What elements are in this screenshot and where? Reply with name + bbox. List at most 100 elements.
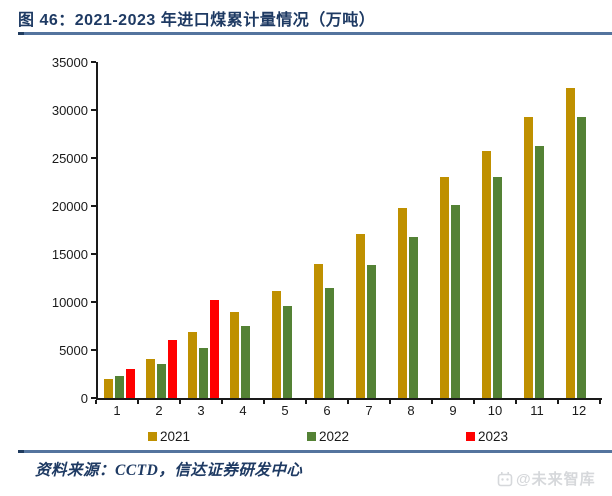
bar-group-month-9 <box>434 62 476 398</box>
bar-2021-month-9 <box>439 176 449 398</box>
chart-legend: 2021 2022 2023 <box>148 429 508 444</box>
x-axis-label-8: 8 <box>407 403 415 418</box>
x-axis-label-6: 6 <box>323 403 331 418</box>
x-axis-tick <box>473 400 475 404</box>
x-axis-label-7: 7 <box>365 403 373 418</box>
bar-2022-month-9 <box>450 205 460 398</box>
x-axis-tick <box>137 400 139 404</box>
y-axis-label-5000: 5000 <box>59 342 88 358</box>
y-axis-label-30000: 30000 <box>51 102 88 118</box>
x-axis-tick <box>557 400 559 404</box>
y-axis-tick <box>91 397 96 399</box>
x-axis-label-11: 11 <box>530 403 544 418</box>
x-axis-tick <box>515 400 517 404</box>
bar-2022-month-7 <box>366 265 376 398</box>
y-axis-label-0: 0 <box>80 390 88 406</box>
x-axis-label-12: 12 <box>571 403 587 418</box>
x-axis-tick <box>347 400 349 404</box>
footer-divider <box>18 450 612 453</box>
bar-2023-month-2 <box>167 339 177 398</box>
bar-2021-month-4 <box>229 311 239 398</box>
bar-group-month-6 <box>308 62 350 398</box>
bar-2021-month-11 <box>523 117 533 398</box>
y-axis-tick <box>91 349 96 351</box>
y-axis-label-10000: 10000 <box>51 294 88 310</box>
figure-title: 图 46：2021-2023 年进口煤累计量情况（万吨） <box>18 12 376 29</box>
bar-group-month-3 <box>182 62 224 398</box>
bar-2023-month-3 <box>209 300 219 398</box>
x-axis-label-4: 4 <box>239 403 247 418</box>
legend-swatch-2021 <box>148 432 157 441</box>
y-axis-tick <box>91 253 96 255</box>
x-axis-tick <box>431 400 433 404</box>
legend-item-2022: 2022 <box>306 429 350 444</box>
footer-divider-tip <box>18 450 24 453</box>
x-axis-label-2: 2 <box>155 403 163 418</box>
bar-group-month-1 <box>98 62 140 398</box>
bar-group-month-12 <box>560 62 602 398</box>
x-axis-tick <box>599 400 601 404</box>
x-axis-label-3: 3 <box>197 403 205 418</box>
y-axis-label-20000: 20000 <box>51 198 88 214</box>
x-axis-tick <box>305 400 307 404</box>
bar-group-month-10 <box>476 62 518 398</box>
y-axis-tick <box>91 61 96 63</box>
bar-2023-month-1 <box>125 369 135 398</box>
bar-2022-month-8 <box>408 236 418 398</box>
bar-2022-month-6 <box>324 287 334 398</box>
title-divider <box>18 32 612 35</box>
bar-2021-month-1 <box>103 378 113 398</box>
x-axis-tick <box>263 400 265 404</box>
x-axis-label-1: 1 <box>113 403 121 418</box>
legend-item-2021: 2021 <box>148 429 190 444</box>
bar-2021-month-3 <box>187 332 197 398</box>
source-text: 资料来源：CCTD，信达证券研发中心 <box>35 462 303 479</box>
bar-2021-month-7 <box>355 234 365 398</box>
legend-label-2021: 2021 <box>160 429 191 444</box>
bar-group-month-7 <box>350 62 392 398</box>
bar-2022-month-10 <box>492 177 502 398</box>
legend-label-2023: 2023 <box>477 429 508 444</box>
y-axis-tick <box>91 109 96 111</box>
bar-2021-month-2 <box>145 358 155 398</box>
legend-swatch-2023 <box>465 432 475 441</box>
y-axis-label-35000: 35000 <box>51 54 88 70</box>
watermark: @未来智库 <box>497 468 596 489</box>
y-axis-tick <box>91 157 96 159</box>
watermark-text: @未来智库 <box>516 471 596 488</box>
legend-swatch-2022 <box>306 432 316 441</box>
bar-2021-month-10 <box>481 151 491 398</box>
y-axis-label-25000: 25000 <box>51 150 88 166</box>
bar-2021-month-8 <box>397 208 407 398</box>
y-axis-tick <box>91 301 96 303</box>
y-axis-label-15000: 15000 <box>51 246 88 262</box>
x-axis-label-10: 10 <box>487 403 503 418</box>
bar-2022-month-5 <box>282 305 292 398</box>
bar-2021-month-6 <box>313 264 323 398</box>
bar-2022-month-1 <box>114 375 124 398</box>
bar-2021-month-5 <box>271 291 281 398</box>
bar-2022-month-12 <box>576 116 586 398</box>
bar-2022-month-2 <box>156 363 166 398</box>
x-axis-tick <box>179 400 181 404</box>
x-axis-label-9: 9 <box>449 403 457 418</box>
x-axis-label-5: 5 <box>281 403 289 418</box>
x-axis-tick <box>95 400 97 404</box>
bar-2021-month-12 <box>565 87 575 398</box>
bar-group-month-8 <box>392 62 434 398</box>
x-axis-tick <box>389 400 391 404</box>
watermark-logo-icon <box>497 471 513 487</box>
bar-2022-month-4 <box>240 325 250 398</box>
bar-group-month-11 <box>518 62 560 398</box>
y-axis-tick <box>91 205 96 207</box>
legend-item-2023: 2023 <box>465 429 508 444</box>
bar-group-month-2 <box>140 62 182 398</box>
bar-2022-month-3 <box>198 348 208 398</box>
bar-group-month-4 <box>224 62 266 398</box>
bar-2022-month-11 <box>534 146 544 398</box>
x-axis-tick <box>221 400 223 404</box>
title-divider-tip <box>18 32 24 35</box>
legend-label-2022: 2022 <box>318 429 350 444</box>
plot-area <box>96 62 602 400</box>
